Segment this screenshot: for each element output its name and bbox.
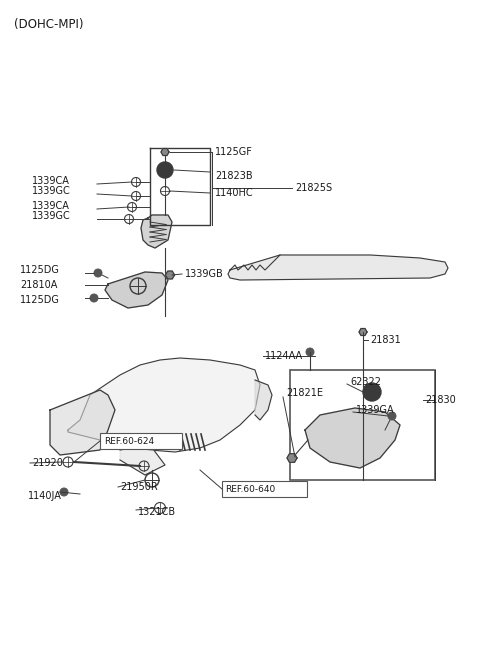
- Text: 21950R: 21950R: [120, 482, 158, 492]
- Text: REF.60-624: REF.60-624: [104, 438, 154, 447]
- Text: 1125DG: 1125DG: [20, 265, 60, 275]
- Circle shape: [306, 348, 314, 356]
- Text: 21823B: 21823B: [215, 171, 252, 181]
- Circle shape: [161, 167, 168, 173]
- Circle shape: [94, 269, 102, 277]
- Text: 1339GA: 1339GA: [356, 405, 395, 415]
- Polygon shape: [68, 358, 260, 452]
- Polygon shape: [120, 445, 165, 475]
- Polygon shape: [228, 255, 448, 280]
- Circle shape: [60, 488, 68, 496]
- Text: 1339GC: 1339GC: [32, 211, 71, 221]
- Text: 1339GB: 1339GB: [185, 269, 224, 279]
- Text: 1125DG: 1125DG: [20, 295, 60, 305]
- Text: 62322: 62322: [350, 377, 381, 387]
- Polygon shape: [166, 271, 175, 279]
- Circle shape: [157, 162, 173, 178]
- Text: 1125GF: 1125GF: [215, 147, 253, 157]
- Polygon shape: [50, 390, 115, 455]
- Text: REF.60-640: REF.60-640: [225, 485, 275, 495]
- Polygon shape: [105, 272, 168, 308]
- Bar: [222, 481, 307, 497]
- Polygon shape: [255, 380, 272, 420]
- Circle shape: [363, 383, 381, 401]
- Text: 21825S: 21825S: [295, 183, 332, 193]
- Circle shape: [90, 294, 98, 302]
- Text: 1339GC: 1339GC: [32, 186, 71, 196]
- Text: 21830: 21830: [425, 395, 456, 405]
- Circle shape: [388, 412, 396, 420]
- Text: 1339CA: 1339CA: [32, 176, 70, 186]
- Text: 1140JA: 1140JA: [28, 491, 62, 501]
- Text: 1124AA: 1124AA: [265, 351, 303, 361]
- Text: 1321CB: 1321CB: [138, 507, 176, 517]
- Text: 21831: 21831: [370, 335, 401, 345]
- Text: 1339CA: 1339CA: [32, 201, 70, 211]
- Text: 1140HC: 1140HC: [215, 188, 253, 198]
- Polygon shape: [305, 408, 400, 468]
- Polygon shape: [141, 215, 172, 248]
- Circle shape: [368, 388, 376, 396]
- Bar: [290, 370, 435, 480]
- Text: 21810A: 21810A: [20, 280, 58, 290]
- Text: 21821E: 21821E: [286, 388, 323, 398]
- Polygon shape: [161, 148, 169, 155]
- Text: (DOHC-MPI): (DOHC-MPI): [14, 18, 84, 31]
- Text: 21920: 21920: [32, 458, 63, 468]
- Bar: [100, 433, 182, 449]
- Polygon shape: [359, 329, 367, 335]
- Polygon shape: [287, 454, 297, 462]
